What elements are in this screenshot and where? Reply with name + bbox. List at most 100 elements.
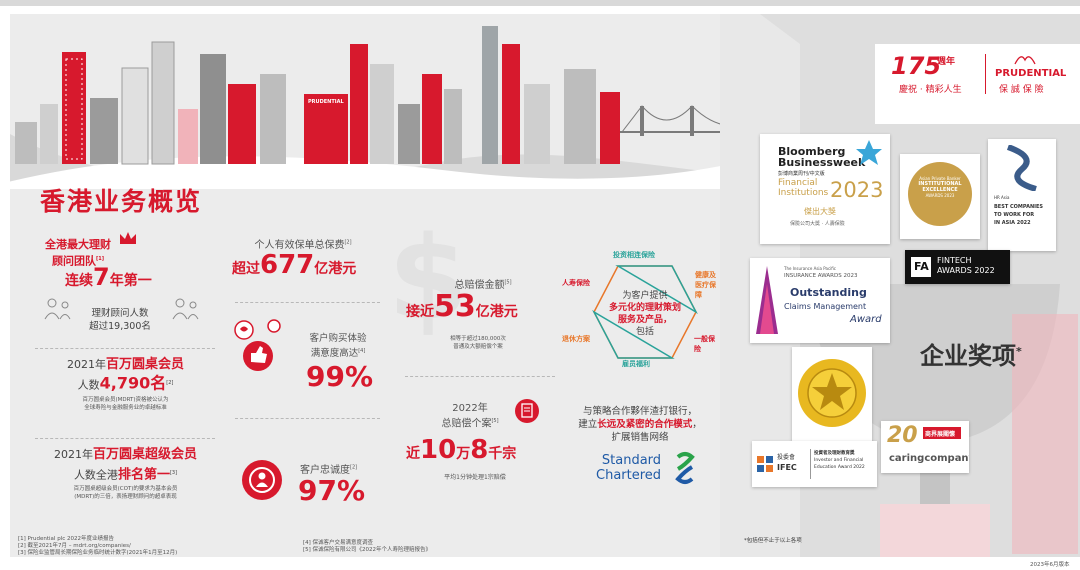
hong-kong-overview-panel: PRUDENTIAL 香港业务概览 全港最大理财 顾问团队[1] 连续7 xyxy=(10,14,730,557)
cot-year: 2021年 xyxy=(53,448,93,461)
insurance-l3: Outstanding xyxy=(790,286,867,299)
services-hexagon xyxy=(592,265,698,359)
premium-label-row: 个人有效保单总保费[2] xyxy=(228,236,378,251)
ifec-l5: Education Award 2022 xyxy=(814,465,865,470)
claims-amount-label: 总赔偿金额 xyxy=(454,280,505,291)
caring-l1: caringcompany xyxy=(889,453,969,464)
loyalty-cycle-icon xyxy=(242,460,282,500)
divider xyxy=(235,302,380,303)
bank-partnership: 与策略合作夥伴渣打银行， 建立长远及紧密的合作模式， 扩展销售网络 xyxy=(565,405,715,444)
date-note: 2023年6月版本 xyxy=(1030,562,1070,568)
bank-logo-line1: Standard xyxy=(601,453,662,468)
footnote-3: [3] 保险业监管局长期保险业务临时统计数字(2021年1月至12月) xyxy=(18,550,178,556)
service-item-employee: 雇员福利 xyxy=(622,360,650,368)
anniversary-word: 週年 xyxy=(937,57,956,67)
cot-rank-label: 人数全港 xyxy=(73,468,118,482)
satisfaction-line1: 客户购买体验 xyxy=(309,333,367,344)
claims-cases-post: 千宗 xyxy=(488,446,517,462)
premium-value: 超过677亿港元 xyxy=(232,250,356,284)
loyalty-label-row: 客户忠诚度[2] xyxy=(300,461,357,476)
ifec-logo-text: 投委會 IFEC xyxy=(777,453,797,473)
hr-l3: TO WORK FOR xyxy=(994,212,1035,218)
gold-medal-icon xyxy=(908,162,972,226)
team-streak: 连续7年第一 xyxy=(65,263,152,292)
satisfaction-sup: [4] xyxy=(358,348,366,354)
claims-cases-mid: 万 xyxy=(456,446,471,462)
bloomberg-l6: 傑出大獎 xyxy=(804,207,836,216)
team-line3a: 连续 xyxy=(65,273,93,289)
asian-award-text: Asian Private Banker INSTITUTIONAL EXCEL… xyxy=(910,176,970,198)
awards-panel: 175 週年 慶祝 · 精彩人生 PRUDENTIAL 保 誠 保 險 Bloo… xyxy=(720,14,1080,557)
ifec-l1: 投委會 xyxy=(777,454,796,461)
footnotes-mid: [4] 保诚客户交易满意度调查 [5] 保诚保险有限公司《2022年个人寿险理赔… xyxy=(303,540,431,554)
trophy-figure-icon xyxy=(756,266,778,334)
hr-text: BEST COMPANIES TO WORK FOR IN ASIA 2022 xyxy=(994,203,1043,227)
mdrt-sup: [2] xyxy=(166,380,174,386)
advisor-sub1: 理财顾问人数 xyxy=(91,308,149,319)
hr-asia-ribbon-icon xyxy=(1006,145,1037,191)
advisor-sub2: 超过19,300名 xyxy=(89,321,151,332)
fintech-l1: FINTECH xyxy=(937,256,972,265)
service-item-health-1: 健康及 xyxy=(695,271,716,279)
services-center2: 多元化的理财策划 xyxy=(608,303,681,313)
asian-l2: INSTITUTIONAL xyxy=(918,181,962,187)
gold-seal-icon xyxy=(798,359,866,427)
claims-cases-num2: 8 xyxy=(470,435,489,465)
premium-label: 个人有效保单总保费 xyxy=(254,240,345,251)
claims-cases-line2: 总赔偿个案 xyxy=(441,418,492,430)
ifec-l2: IFEC xyxy=(777,463,797,472)
claims-cases-note: 平均1分钟处理1宗赔偿 xyxy=(444,474,506,481)
hr-l1: HR Asia xyxy=(994,195,1010,200)
bank-line2b: 长远及紧密的合作模式 xyxy=(597,419,693,430)
service-item-health: 健康及 医疗保障 xyxy=(695,270,720,300)
asian-l1: Asian Private Banker xyxy=(919,176,961,181)
advisor-people-icon xyxy=(44,298,199,320)
bank-logo-line2: Chartered xyxy=(596,468,662,483)
bloomberg-l2: Businessweek xyxy=(778,156,866,169)
ifec-l4: Investor and Financial xyxy=(814,458,864,463)
claims-amount-num: 53 xyxy=(434,289,476,324)
mdrt-count-label: 人数 xyxy=(77,378,100,392)
caring-banner xyxy=(923,427,961,439)
services-center1: 为客户提供 xyxy=(622,291,668,301)
claims-cases-year: 2022年 xyxy=(452,403,488,414)
service-item-general: 一般保险 xyxy=(694,335,715,353)
divider xyxy=(35,348,215,349)
ifec-award-text: 投資者及理財教育獎 Investor and Financial Educati… xyxy=(814,450,865,471)
thumbs-up-icon xyxy=(234,319,281,371)
fintech-l2: AWARDS 2022 xyxy=(937,266,995,275)
ifec-logo-icon xyxy=(757,456,773,472)
standard-chartered-logo: Standard Chartered xyxy=(596,453,661,483)
corporate-awards-title: 企业奖项* xyxy=(920,336,1022,371)
divider xyxy=(35,438,215,439)
claims-amount-note1: 相等于超过180,000次 xyxy=(450,336,506,342)
insurance-l1: The Insurance Asia Pacific xyxy=(784,266,836,271)
mdrt-count: 4,790名 xyxy=(99,373,167,393)
svg-text:PRUDENTIAL: PRUDENTIAL xyxy=(308,99,344,105)
fintech-text: FINTECH AWARDS 2022 xyxy=(937,256,995,276)
service-item-investment: 投资相连保险 xyxy=(613,251,655,259)
claims-amount-sup: [5] xyxy=(504,279,512,286)
ifec-award-card: 投委會 IFEC 投資者及理財教育獎 Investor and Financia… xyxy=(752,441,877,487)
team-years: 7 xyxy=(93,263,110,291)
award-note: *包括但不止于以上各项 xyxy=(744,538,802,544)
crown-icon xyxy=(120,232,136,244)
cot-title: 百万圆桌超级会员 xyxy=(92,447,197,462)
city-skyline-illustration: PRUDENTIAL xyxy=(10,26,730,189)
premium-num: 677 xyxy=(260,250,315,280)
footnote-2: [2] 截至2021年7月 – mdrt.org/companies/ xyxy=(18,543,131,549)
page-title: 香港业务概览 xyxy=(40,187,203,216)
service-item-life: 人寿保险 xyxy=(562,279,590,287)
cot-block: 2021年百万圆桌超级会员 人数全港排名第一[3] 百万圆桌超级会员(COT)的… xyxy=(18,446,233,501)
bloomberg-award-card: Bloomberg Businessweek 彭博商業周刊/中文版 Financ… xyxy=(760,134,890,244)
claims-amount-label-row: 总赔偿金额[5] xyxy=(408,276,558,291)
footnote-5: [5] 保诚保险有限公司《2022年个人寿险理赔报告》 xyxy=(303,547,432,553)
ifec-divider xyxy=(810,449,811,479)
fintech-award-card: FA FINTECH AWARDS 2022 xyxy=(905,250,1010,284)
premium-sup: [2] xyxy=(344,239,352,246)
bank-line2a: 建立 xyxy=(578,419,598,430)
star-icon xyxy=(856,140,882,165)
fa-logo-icon xyxy=(911,257,931,277)
bloomberg-l1: Bloomberg xyxy=(778,145,846,158)
